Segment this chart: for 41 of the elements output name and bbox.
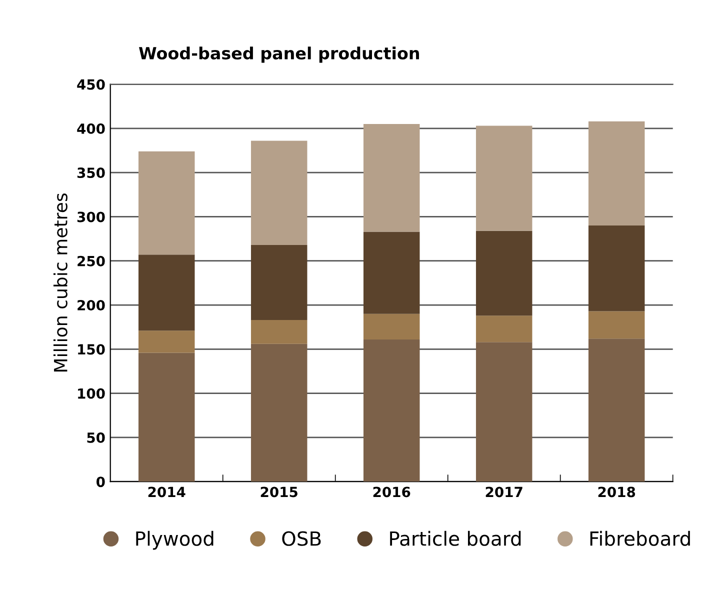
y-tick-label: 350 [77, 168, 105, 178]
y-tick-label: 200 [78, 300, 105, 310]
y-tick-label: 50 [87, 432, 105, 443]
bar [138, 254, 195, 331]
y-axis-title: Million cubic metres [53, 193, 68, 372]
y-tick-label: 100 [78, 388, 105, 399]
y-tick-label: 0 [96, 476, 105, 488]
x-tick-label: 2014 [148, 486, 186, 498]
bar [363, 314, 420, 340]
y-tick-label: 250 [78, 256, 105, 266]
bar [138, 151, 195, 255]
bar [476, 342, 532, 482]
x-tick-label: 2017 [486, 486, 522, 498]
bar [588, 311, 645, 339]
bar [250, 140, 308, 245]
legend-label: OSB [282, 531, 321, 546]
bar [250, 344, 308, 482]
y-tick-label: 150 [78, 344, 105, 355]
y-tick-label: 450 [77, 79, 105, 90]
y-tick-label: 400 [77, 123, 105, 134]
bar [476, 230, 532, 316]
bar [138, 352, 195, 482]
bar [250, 244, 308, 320]
bar [138, 330, 195, 353]
x-tick-label: 2018 [598, 486, 636, 498]
y-tick-label: 300 [77, 212, 105, 222]
x-tick-label: 2016 [373, 486, 410, 498]
chart-title: Wood-based panel production [138, 46, 419, 63]
bar [588, 338, 645, 482]
bar [588, 121, 645, 226]
bar [588, 226, 645, 312]
x-tick-label: 2015 [260, 486, 298, 498]
bar [363, 124, 420, 232]
bar [250, 320, 308, 344]
legend-label: Plywood [136, 530, 214, 550]
legend-label: Fibreboard [590, 530, 690, 546]
legend-label: Particle board [390, 530, 521, 546]
bar [363, 232, 420, 314]
bar [476, 316, 532, 342]
bar [476, 126, 532, 231]
bar [363, 339, 420, 482]
